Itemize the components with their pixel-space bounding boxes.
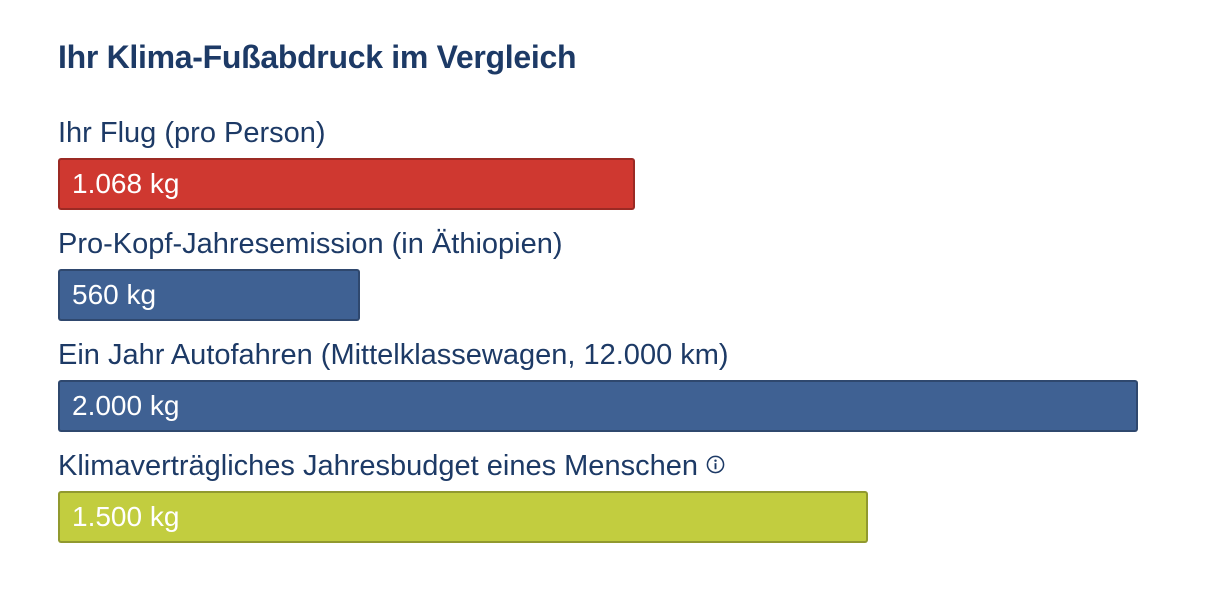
bar-rows: Ihr Flug (pro Person) 1.068 kg Pro-Kopf-Ja… <box>58 114 1148 544</box>
category-label-text: Klimaverträgliches Jahresbudget eines Me… <box>58 450 698 482</box>
category-label-text: Ihr Flug (pro Person) <box>58 117 326 149</box>
category-label-text: Pro-Kopf-Jahresemission (in Äthiopien) <box>58 228 563 260</box>
bar: 2.000 kg <box>58 380 1138 432</box>
chart-title: Ihr Klima-Fußabdruck im Vergleich <box>58 39 577 75</box>
bar-row: Ein Jahr Autofahren (Mittelklassewagen, … <box>58 336 1148 433</box>
bar: 1.500 kg <box>58 491 868 543</box>
bar-track: 2.000 kg <box>58 380 1138 433</box>
bar-track: 1.068 kg <box>58 158 1138 211</box>
bar: 1.068 kg <box>58 158 635 210</box>
bar-row: Pro-Kopf-Jahresemission (in Äthiopien) 56… <box>58 225 1148 322</box>
info-circle-icon[interactable] <box>706 455 725 474</box>
bar-row: Ihr Flug (pro Person) 1.068 kg <box>58 114 1148 211</box>
category-label: Ihr Flug (pro Person) <box>58 114 1148 152</box>
bar-value-label: 1.068 kg <box>72 168 180 199</box>
category-label: Ein Jahr Autofahren (Mittelklassewagen, … <box>58 336 1148 374</box>
bar-row: Klimaverträgliches Jahresbudget eines Me… <box>58 447 1148 544</box>
category-label-text: Ein Jahr Autofahren (Mittelklassewagen, … <box>58 339 729 371</box>
bar: 560 kg <box>58 269 360 321</box>
bar-value-label: 560 kg <box>72 279 157 310</box>
bar-track: 1.500 kg <box>58 491 1138 544</box>
climate-comparison-card: Ihr Klima-Fußabdruck im Vergleich Ihr Fl… <box>58 30 1148 558</box>
bar-value-label: 2.000 kg <box>72 390 180 421</box>
bar-track: 560 kg <box>58 269 1138 322</box>
bar-value-label: 1.500 kg <box>72 501 180 532</box>
category-label: Klimaverträgliches Jahresbudget eines Me… <box>58 447 1148 485</box>
category-label: Pro-Kopf-Jahresemission (in Äthiopien) <box>58 225 1148 263</box>
